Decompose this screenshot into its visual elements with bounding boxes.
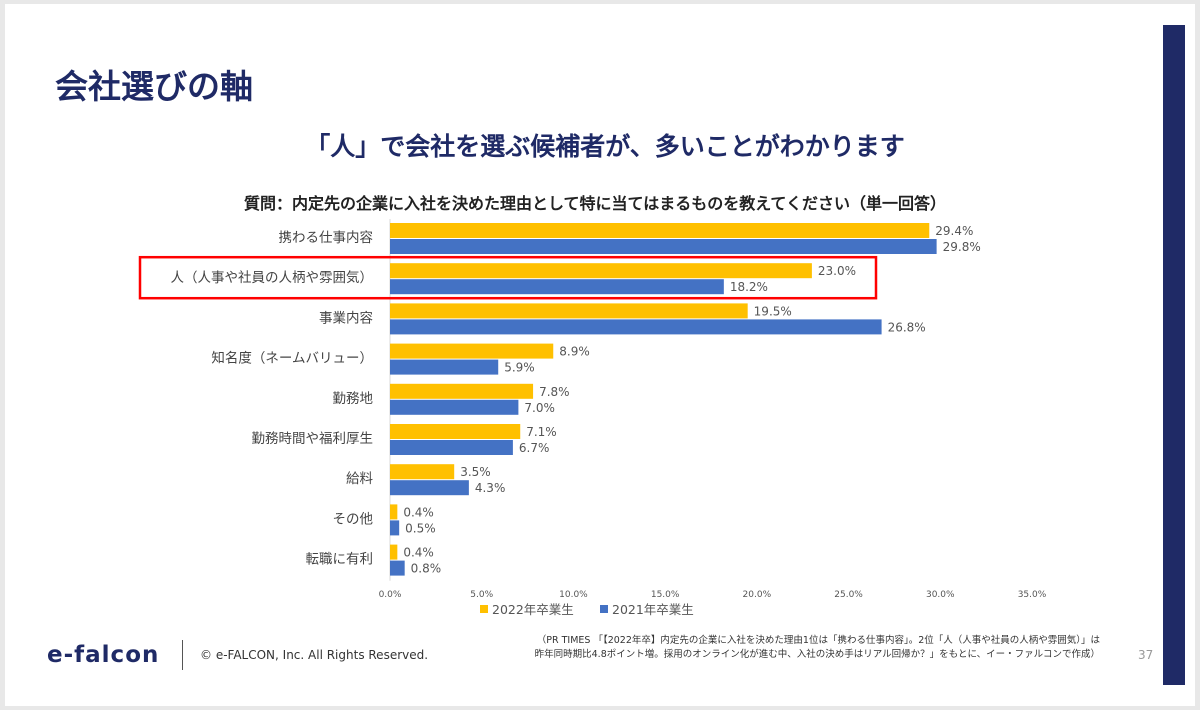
data-label: 18.2%	[730, 280, 768, 294]
x-tick-label: 0.0%	[379, 590, 402, 600]
data-label: 8.9%	[559, 345, 590, 359]
data-label: 29.8%	[943, 240, 981, 254]
bar-2021	[390, 319, 882, 335]
bar-2021	[390, 440, 513, 455]
legend-swatch	[480, 605, 488, 613]
x-tick-label: 20.0%	[743, 590, 772, 600]
data-label: 0.4%	[403, 505, 434, 519]
bar-2021	[390, 560, 405, 576]
data-label: 23.0%	[818, 264, 856, 278]
survey-question: 質問：内定先の企業に入社を決めた理由として特に当てはまるものを教えてください（単…	[244, 194, 946, 213]
bar-2022	[390, 383, 534, 399]
data-label: 0.5%	[405, 521, 436, 535]
data-label: 29.4%	[935, 224, 973, 238]
x-tick-label: 15.0%	[651, 590, 680, 600]
category-label: 転職に有利	[306, 552, 374, 568]
data-label: 7.1%	[526, 425, 557, 439]
footer-divider	[182, 640, 183, 670]
bar-2021	[390, 399, 519, 415]
legend-label: 2022年卒業生	[492, 602, 574, 617]
right-accent-bar	[1163, 25, 1185, 685]
bar-2022	[390, 263, 812, 279]
data-label: 19.5%	[754, 304, 792, 318]
data-label: 0.8%	[411, 562, 442, 576]
copyright-text: © e-FALCON, Inc. All Rights Reserved.	[200, 648, 429, 662]
slide	[5, 4, 1195, 706]
bar-2022	[390, 343, 554, 359]
data-label: 7.0%	[524, 401, 555, 415]
x-tick-label: 25.0%	[834, 590, 863, 600]
data-label: 3.5%	[460, 465, 491, 479]
category-label: その他	[333, 511, 374, 527]
category-label: 事業内容	[319, 309, 373, 326]
x-tick-label: 30.0%	[926, 590, 955, 600]
legend-label: 2021年卒業生	[612, 602, 694, 617]
bar-2022	[390, 464, 455, 480]
highlight-box	[138, 255, 878, 300]
category-label: 給料	[346, 471, 373, 487]
data-label: 4.3%	[475, 481, 506, 495]
page-number: 37	[1138, 648, 1154, 662]
category-label: 勤務地	[333, 391, 374, 407]
bar-2021	[390, 520, 400, 536]
bar-2021	[390, 239, 937, 254]
bar-2021	[390, 359, 499, 375]
data-label: 7.8%	[539, 385, 570, 399]
category-label: 知名度（ネームバリュー）	[211, 350, 373, 367]
category-label: 携わる仕事内容	[279, 229, 374, 246]
bar-2022	[390, 504, 398, 520]
source-note: （PR TIMES 「【2022年卒】内定先の企業に入社を決めた理由1位は「携わ…	[470, 634, 1100, 662]
bar-2021	[390, 480, 469, 496]
data-label: 6.7%	[519, 441, 550, 455]
data-label: 5.9%	[504, 361, 535, 375]
source-line-2: 昨年同時期比4.8ポイント増。採用のオンライン化が進む中、入社の決め手はリアル回…	[534, 648, 1100, 660]
category-label: 人（人事や社員の人柄や雰囲気）	[171, 270, 374, 286]
x-tick-label: 35.0%	[1018, 590, 1047, 600]
company-logo: e-falcon	[47, 642, 160, 668]
x-tick-label: 5.0%	[470, 590, 493, 600]
bar-2022	[390, 424, 521, 439]
category-label: 勤務時間や福利厚生	[252, 431, 374, 447]
bar-2022	[390, 544, 398, 560]
data-label: 26.8%	[888, 320, 926, 334]
source-line-1: （PR TIMES 「【2022年卒】内定先の企業に入社を決めた理由1位は「携わ…	[536, 635, 1100, 646]
x-tick-label: 10.0%	[559, 590, 588, 600]
bar-2021	[390, 279, 724, 295]
bar-2022	[390, 223, 930, 238]
bar-2022	[390, 303, 748, 319]
data-label: 0.4%	[403, 546, 434, 560]
slide-subtitle: 「人」で会社を選ぶ候補者が、多いことがわかります	[305, 132, 905, 161]
slide-title: 会社選びの軸	[55, 67, 253, 106]
legend-swatch	[600, 605, 608, 613]
